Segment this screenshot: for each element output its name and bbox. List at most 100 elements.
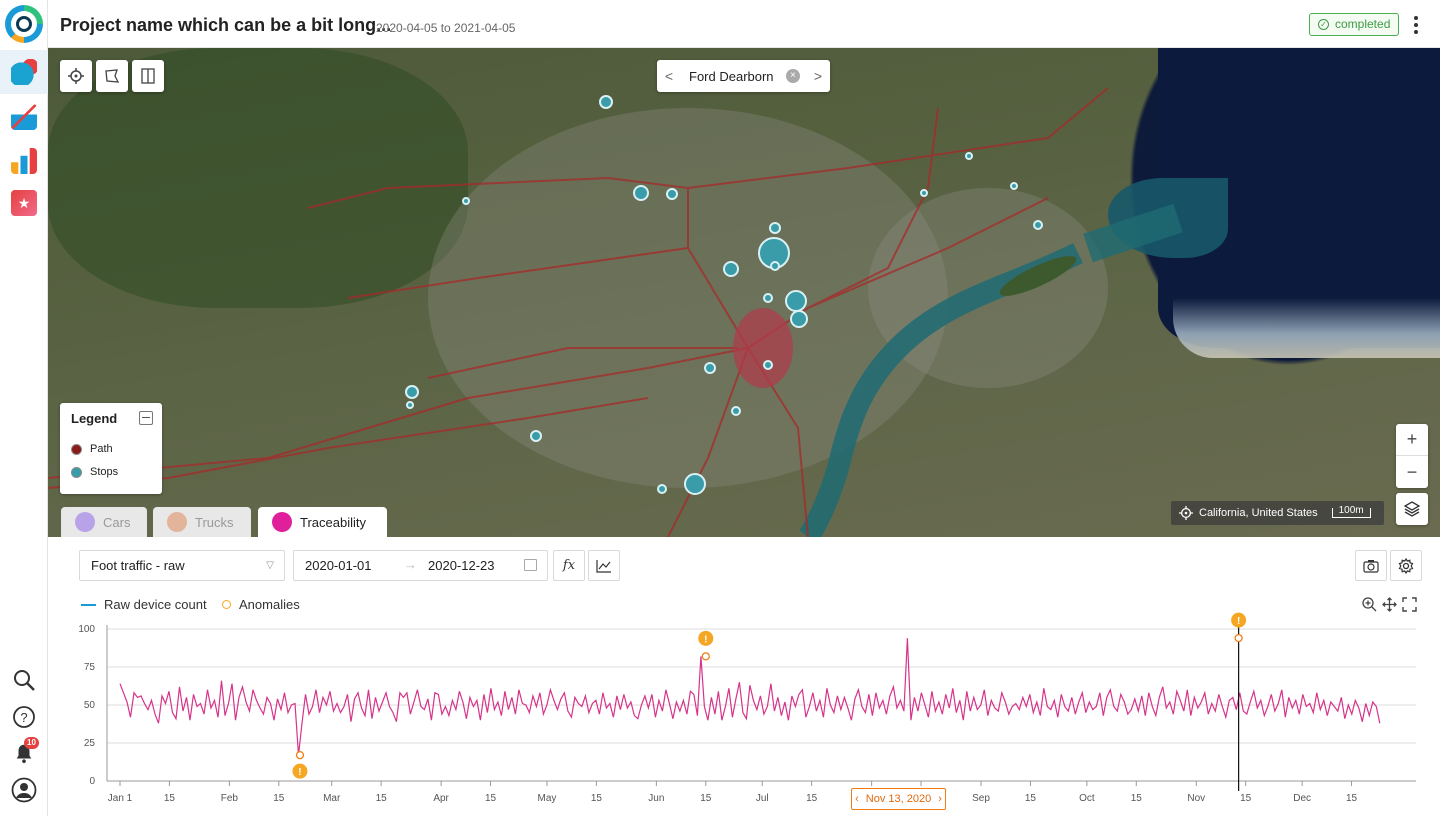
date-range-picker[interactable]: 2020-01-01 → 2020-12-23: [293, 550, 548, 581]
notification-count-badge: 10: [24, 737, 39, 749]
legend-item-path: Path: [71, 443, 113, 455]
chart-panel: Foot traffic - raw ▽ 2020-01-01 → 2020-1…: [48, 537, 1440, 816]
status-badge: ✓ completed: [1309, 13, 1400, 36]
anomaly-alert-glyph: !: [1237, 616, 1240, 627]
y-tick-label: 25: [84, 738, 96, 749]
x-tick-label: Nov: [1187, 793, 1205, 804]
anomaly-alert-glyph: !: [704, 634, 707, 645]
x-tick-label: Dec: [1293, 793, 1311, 804]
location-name: California, United States: [1199, 507, 1318, 519]
location-target-icon: [1179, 506, 1193, 520]
project-title: Project name which can be a bit long...: [60, 15, 392, 35]
x-tick-label: Apr: [433, 793, 449, 804]
check-circle-icon: ✓: [1318, 19, 1329, 30]
settings-button[interactable]: [1390, 550, 1422, 581]
legend-series-label: Raw device count: [104, 597, 207, 612]
draw-polygon-button[interactable]: [96, 60, 128, 92]
polygon-icon: [105, 69, 120, 83]
map-shoreline: [1173, 298, 1440, 358]
calendar-icon: [524, 559, 537, 571]
river: [799, 243, 1083, 537]
date-marker[interactable]: ‹ Nov 13, 2020 ›: [851, 788, 946, 810]
x-tick-label: Mar: [323, 793, 341, 804]
series-line-swatch: [81, 603, 96, 606]
date-from[interactable]: 2020-01-01: [305, 558, 372, 573]
x-tick-label: Jan 1: [108, 793, 133, 804]
nav-traceability[interactable]: [0, 50, 48, 94]
nav-buildings[interactable]: [0, 95, 48, 139]
zoom-controls: + −: [1396, 424, 1428, 488]
globe-gear-icon: [11, 59, 37, 85]
island: [999, 256, 1077, 296]
gear-icon: [1398, 557, 1414, 574]
x-tick-label: May: [538, 793, 557, 804]
arrow-right-icon: →: [404, 557, 417, 572]
marker-next-icon[interactable]: ›: [938, 793, 942, 805]
fx-icon: fx: [562, 558, 576, 573]
foot-traffic-chart[interactable]: 0 25 50 75 100 Jan 1 15 Feb 15 Mar 15 Apr 15 May 15 Jun…: [48, 537, 1440, 816]
tab-traceability[interactable]: Traceability: [258, 507, 387, 537]
user-avatar-icon: [11, 777, 37, 803]
help-button[interactable]: ?: [0, 699, 48, 735]
tab-label: Trucks: [195, 514, 234, 530]
clear-location-icon[interactable]: ×: [786, 69, 800, 83]
app-logo[interactable]: [5, 5, 43, 43]
nav-favorites[interactable]: ★: [0, 181, 48, 225]
fullscreen-icon[interactable]: [1402, 597, 1417, 612]
top-header: Project name which can be a bit long... …: [48, 0, 1440, 48]
x-tick-label: Sep: [972, 793, 990, 804]
map-view[interactable]: < Ford Dearborn × > Legend Path Stops + …: [48, 48, 1440, 537]
anomaly-alert-icon: [1231, 612, 1247, 628]
nav-analytics[interactable]: [0, 139, 48, 183]
anomaly-point: [295, 751, 305, 760]
formula-button[interactable]: fx: [553, 550, 585, 581]
x-tick-label: 15: [164, 793, 176, 804]
tab-cars[interactable]: Cars: [61, 507, 147, 537]
map-scale: 100m: [1331, 506, 1371, 518]
legend-anomalies-label: Anomalies: [239, 597, 300, 612]
star-card-icon: ★: [11, 190, 37, 216]
anomaly-swatch: [222, 600, 231, 609]
search-button[interactable]: [0, 662, 48, 698]
next-location-icon[interactable]: >: [813, 68, 823, 84]
zoom-out-button[interactable]: −: [1406, 461, 1418, 482]
previous-location-icon[interactable]: <: [664, 68, 674, 84]
metric-select-value: Foot traffic - raw: [91, 558, 185, 573]
x-tick-label: 15: [1346, 793, 1358, 804]
anomaly-alert-icon: [292, 763, 308, 779]
legend-anomalies[interactable]: Anomalies: [222, 597, 300, 612]
locate-button[interactable]: [60, 60, 92, 92]
location-selector-label: Ford Dearborn: [689, 68, 774, 84]
path-network: [48, 87, 1109, 537]
series-line-raw-device-count: [119, 638, 1381, 756]
chart-type-button[interactable]: [588, 550, 620, 581]
compare-view-button[interactable]: [132, 60, 164, 92]
path-swatch: [71, 443, 82, 455]
buildings-chart-icon: [11, 104, 37, 130]
date-to[interactable]: 2020-12-23: [428, 558, 495, 573]
notifications-button[interactable]: 10: [0, 735, 48, 771]
layers-button[interactable]: [1396, 493, 1428, 525]
car-icon: [75, 512, 95, 532]
y-tick-label: 75: [84, 662, 96, 673]
anomaly-point: [701, 652, 710, 661]
x-tick-label: Feb: [221, 793, 239, 804]
anomaly-alert-icon: [698, 630, 714, 646]
truck-icon: [167, 512, 187, 532]
svg-text:?: ?: [20, 710, 27, 725]
screenshot-button[interactable]: [1355, 550, 1387, 581]
anomaly-point: [1234, 633, 1243, 643]
legend-raw-device-count[interactable]: Raw device count: [81, 597, 207, 612]
chart-toolbar: [1362, 597, 1417, 612]
user-profile-button[interactable]: [0, 772, 48, 808]
more-options-button[interactable]: [1408, 14, 1424, 36]
marker-prev-icon[interactable]: ‹: [855, 793, 859, 805]
zoom-in-button[interactable]: +: [1396, 424, 1428, 456]
metric-select[interactable]: Foot traffic - raw ▽: [79, 550, 285, 581]
x-tick-label: Jul: [756, 793, 769, 804]
legend-collapse-icon[interactable]: [139, 411, 153, 425]
pan-icon[interactable]: [1382, 597, 1397, 612]
tab-trucks[interactable]: Trucks: [153, 507, 251, 537]
zoom-in-icon[interactable]: [1362, 597, 1377, 612]
stops-swatch: [71, 466, 82, 478]
